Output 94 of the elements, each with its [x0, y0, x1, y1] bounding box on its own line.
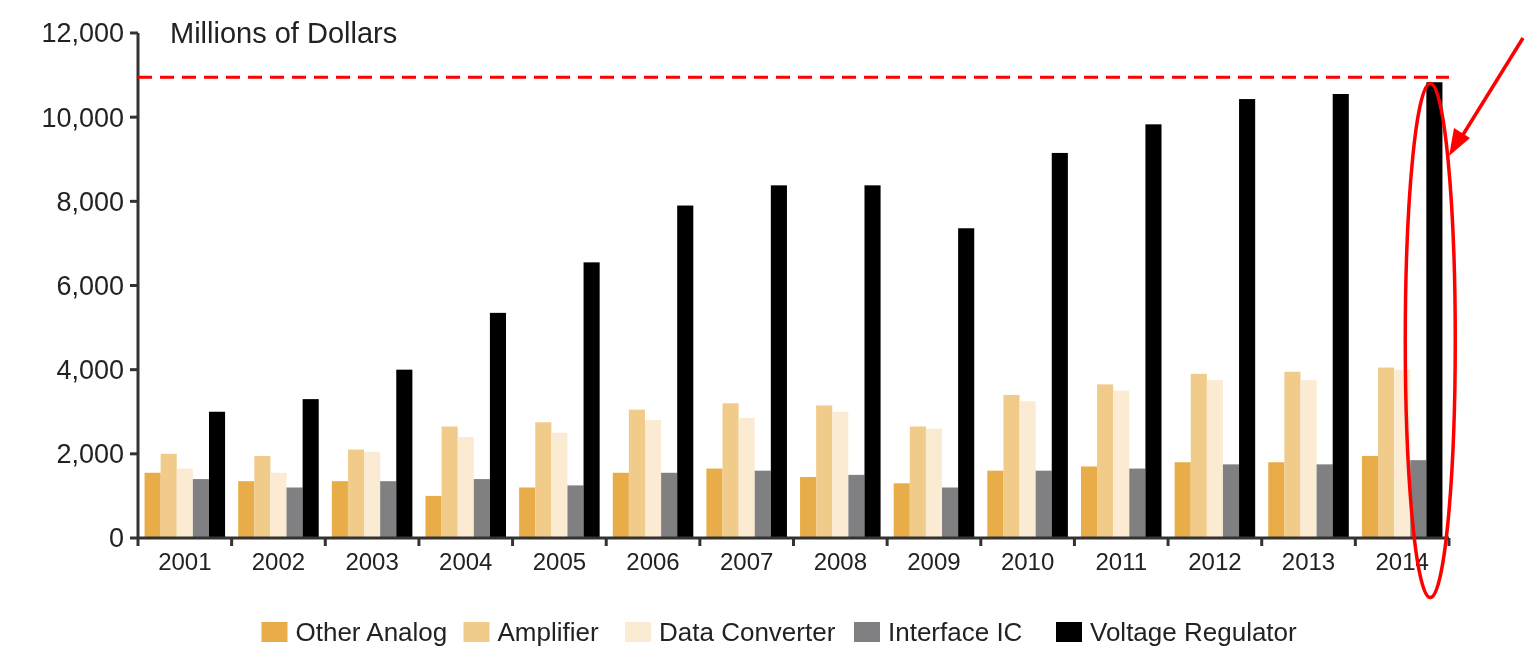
bar: [1097, 384, 1114, 538]
legend-label: Amplifier: [497, 617, 599, 648]
bar: [192, 479, 209, 538]
bar: [535, 422, 552, 538]
bar: [1035, 470, 1052, 538]
x-tick-label: 2007: [719, 548, 774, 575]
bar: [909, 426, 926, 538]
x-tick-label: 2009: [907, 548, 961, 575]
bar: [473, 479, 490, 538]
bar: [800, 476, 817, 538]
bar: [754, 470, 771, 538]
bar: [958, 228, 975, 538]
bar: [628, 409, 645, 538]
bar: [677, 205, 694, 538]
bar: [864, 185, 881, 538]
bar: [1378, 367, 1395, 538]
bar: [1190, 373, 1207, 538]
y-tick-label: 8,000: [56, 186, 124, 217]
bar: [441, 426, 458, 538]
bar: [425, 495, 442, 538]
bar: [738, 418, 755, 538]
bar: [706, 468, 723, 538]
bar: [816, 405, 833, 538]
x-tick-label: 2002: [251, 548, 306, 575]
bar: [519, 487, 536, 538]
bar: [1222, 464, 1240, 538]
bar: [1051, 152, 1068, 538]
bar: [567, 485, 584, 538]
bar: [661, 472, 678, 538]
bar: [1316, 464, 1333, 538]
bar: [160, 453, 177, 538]
bar: [1268, 462, 1285, 538]
bar: [1300, 380, 1317, 538]
bar: [893, 483, 910, 538]
bar: [848, 474, 865, 538]
x-tick-label: 2013: [1281, 548, 1336, 575]
bar: [583, 262, 600, 538]
legend-label: Data Converter: [659, 617, 836, 648]
bar: [331, 481, 348, 538]
bar: [302, 399, 319, 538]
bar: [1080, 466, 1098, 538]
bar: [176, 468, 193, 538]
bar: [612, 472, 629, 538]
y-tick-label: 2,000: [56, 439, 124, 470]
bar: [380, 481, 397, 538]
bar: [1019, 401, 1036, 538]
y-axis-title: Millions of Dollars: [170, 17, 398, 49]
x-tick-label: 2006: [626, 548, 680, 575]
bar: [254, 455, 271, 538]
bar: [942, 487, 959, 538]
legend-label: Other Analog: [295, 617, 448, 648]
bar: [489, 312, 507, 538]
bar: [1145, 124, 1162, 538]
bar: [1332, 94, 1349, 538]
bar: [270, 472, 287, 538]
bar: [644, 420, 662, 538]
bar: [396, 369, 413, 538]
bar: [832, 411, 849, 538]
legend-label: Interface IC: [888, 617, 1023, 648]
bar: [722, 403, 739, 538]
bar: [1361, 455, 1379, 538]
x-tick-label: 2011: [1095, 548, 1148, 575]
bar: [1113, 390, 1130, 538]
y-tick-label: 0: [108, 523, 124, 554]
bar: [1284, 371, 1301, 538]
x-tick-label: 2012: [1188, 548, 1242, 575]
bar: [286, 487, 303, 538]
bar: [1239, 99, 1256, 538]
bar: [208, 411, 226, 538]
y-tick-label: 12,000: [41, 18, 124, 49]
x-tick-label: 2010: [1000, 548, 1055, 575]
bar: [347, 449, 365, 538]
bar: [144, 472, 161, 538]
y-tick-label: 6,000: [56, 270, 124, 301]
x-tick-label: 2001: [158, 548, 212, 575]
y-tick-label: 4,000: [56, 355, 124, 386]
bar: [1174, 462, 1191, 538]
bar: [364, 451, 381, 538]
x-tick-label: 2003: [345, 548, 399, 575]
x-tick-label: 2008: [813, 548, 868, 575]
bar: [1426, 82, 1443, 538]
x-tick-label: 2004: [439, 548, 493, 575]
bar: [925, 428, 943, 538]
bar: [987, 470, 1004, 538]
x-tick-label: 2005: [532, 548, 587, 575]
bar: [1003, 394, 1020, 538]
bar: [551, 432, 568, 538]
bar: [1129, 468, 1146, 538]
bar: [238, 481, 255, 538]
y-tick-label: 10,000: [41, 102, 124, 133]
bar: [770, 185, 787, 538]
legend-label: Voltage Regulator: [1090, 617, 1298, 648]
bar: [1206, 380, 1223, 538]
bar: [457, 437, 474, 538]
